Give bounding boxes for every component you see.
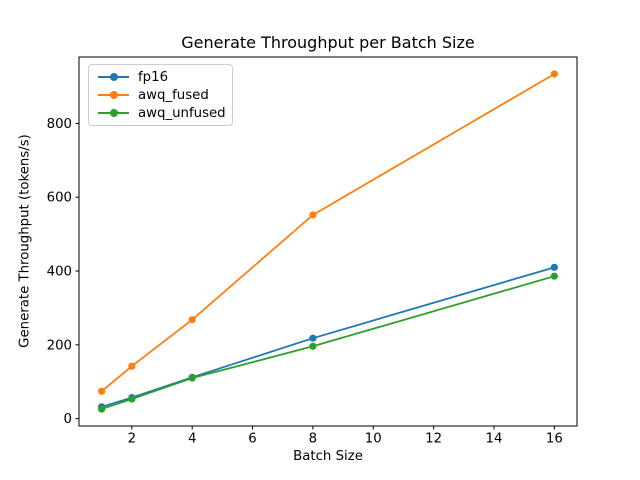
legend-line-marker-icon (98, 90, 129, 100)
data-point-awq_unfused (309, 342, 317, 350)
data-point-awq_unfused (188, 374, 196, 382)
legend-label: awq_unfused (138, 105, 226, 121)
legend: fp16 awq_fused awq_unfused (88, 64, 233, 126)
data-point-awq_unfused (128, 395, 136, 403)
x-tick-label: 12 (425, 432, 442, 447)
x-tick-label: 8 (309, 432, 317, 447)
legend-label: fp16 (138, 69, 169, 85)
data-point-awq_unfused (98, 405, 106, 413)
data-point-awq_fused (550, 70, 558, 78)
legend-line-marker-icon (98, 108, 129, 118)
legend-item-fp16: fp16 (89, 68, 232, 86)
data-point-fp16 (309, 334, 317, 342)
chart-title: Generate Throughput per Batch Size (181, 33, 475, 52)
legend-line-marker-icon (98, 72, 129, 82)
data-point-awq_unfused (550, 272, 558, 280)
x-tick-label: 14 (486, 432, 503, 447)
y-tick-label: 200 (47, 338, 72, 353)
axes-spines (78, 56, 578, 427)
x-axis-label: Batch Size (293, 449, 363, 464)
y-tick-label: 0 (64, 412, 72, 427)
legend-item-awq_unfused: awq_unfused (89, 104, 232, 122)
x-tick-label: 16 (546, 432, 563, 447)
y-tick-label: 800 (47, 117, 72, 132)
data-point-awq_fused (188, 316, 196, 324)
data-point-awq_fused (309, 211, 317, 219)
plot-line-awq_unfused (100, 275, 556, 410)
data-point-awq_fused (98, 387, 106, 395)
x-tick-label: 4 (188, 432, 196, 447)
y-tick-label: 400 (47, 265, 72, 280)
y-tick-label: 600 (47, 191, 72, 206)
legend-item-awq_fused: awq_fused (89, 86, 232, 104)
x-tick-label: 10 (365, 432, 382, 447)
x-tick-label: 6 (248, 432, 256, 447)
data-point-fp16 (550, 263, 558, 271)
x-tick-label: 2 (128, 432, 136, 447)
legend-label: awq_fused (138, 87, 209, 103)
data-point-awq_fused (128, 362, 136, 370)
